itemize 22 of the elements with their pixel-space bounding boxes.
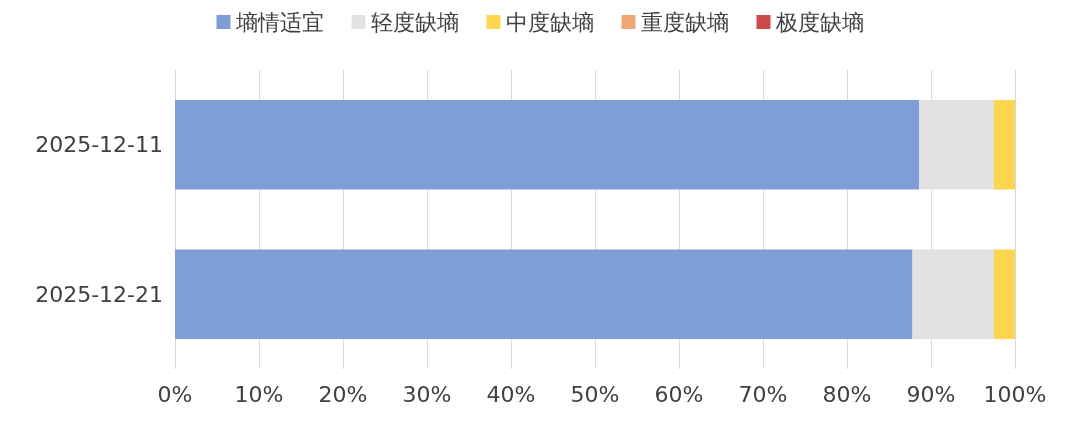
- x-tick-label: 60%: [654, 381, 704, 407]
- x-tick-label: 30%: [402, 381, 452, 407]
- y-tick-label: 2025-12-11: [35, 132, 163, 158]
- bar: [994, 249, 1015, 340]
- x-tick-label: 0%: [157, 381, 193, 407]
- y-tick-label: 2025-12-21: [35, 281, 163, 307]
- x-tick-label: 10%: [234, 381, 284, 407]
- x-tick-label: 70%: [738, 381, 788, 407]
- x-tick-label: 90%: [906, 381, 956, 407]
- bar: [175, 99, 920, 190]
- x-tick-label: 40%: [486, 381, 536, 407]
- x-tick-label: 20%: [318, 381, 368, 407]
- bar: [175, 249, 913, 340]
- x-tick-label: 100%: [983, 381, 1047, 407]
- x-tick-label: 50%: [570, 381, 620, 407]
- x-tick-label: 80%: [822, 381, 872, 407]
- legend-label: 轻度缺墒: [370, 9, 459, 35]
- legend-label: 重度缺墒: [640, 9, 729, 35]
- legend-label: 墒情适宜: [234, 9, 324, 35]
- bar: [994, 99, 1015, 190]
- legend-label: 极度缺墒: [774, 9, 864, 35]
- legend-label: 中度缺墒: [505, 9, 594, 35]
